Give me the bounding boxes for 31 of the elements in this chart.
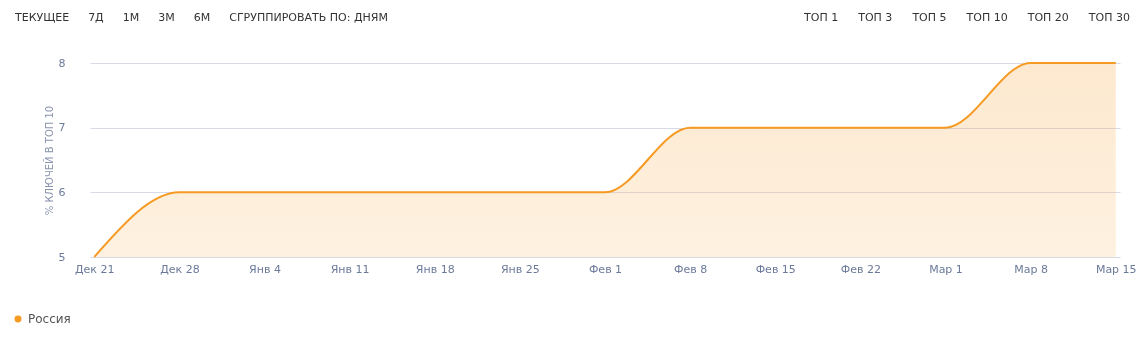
legend-label: Россия bbox=[28, 312, 71, 326]
x-tick-label: Янв 11 bbox=[330, 262, 370, 276]
y-tick-label: 8 bbox=[58, 56, 66, 70]
text: ТОП 5 bbox=[912, 11, 947, 24]
text: 6М bbox=[193, 11, 211, 24]
x-tick-label: Фев 22 bbox=[840, 262, 881, 276]
text: СГРУППИРОВАТЬ ПО: ДНЯМ bbox=[229, 11, 388, 24]
text: ТОП 30 bbox=[1088, 11, 1130, 24]
x-tick-label: Дек 28 bbox=[160, 262, 200, 276]
x-tick-label: Янв 25 bbox=[500, 262, 540, 276]
x-tick-label: Фев 1 bbox=[588, 262, 623, 276]
x-tick-label: Мар 15 bbox=[1095, 262, 1137, 276]
x-tick-label: Дек 21 bbox=[75, 262, 115, 276]
y-tick-label: 6 bbox=[58, 185, 66, 199]
text: ТОП 1 bbox=[804, 11, 839, 24]
text: 1М bbox=[122, 11, 140, 24]
text: ТОП 20 bbox=[1027, 11, 1069, 24]
x-tick-label: Фев 8 bbox=[674, 262, 708, 276]
text: ТЕКУЩЕЕ bbox=[15, 11, 70, 24]
y-tick-label: 5 bbox=[58, 250, 66, 264]
x-tick-label: Янв 4 bbox=[249, 262, 281, 276]
text: ТОП 10 bbox=[966, 11, 1008, 24]
x-tick-label: Фев 15 bbox=[755, 262, 796, 276]
y-axis-title: % КЛЮЧЕЙ В ТОП 10 bbox=[42, 105, 55, 216]
text: 3М bbox=[158, 11, 175, 24]
text: ТОП 3 bbox=[858, 11, 893, 24]
x-tick-label: Мар 8 bbox=[1014, 262, 1048, 276]
text: 7Д bbox=[88, 11, 104, 24]
x-tick-label: Мар 1 bbox=[929, 262, 963, 276]
x-tick-label: Янв 18 bbox=[415, 262, 455, 276]
y-tick-label: 7 bbox=[58, 121, 66, 135]
